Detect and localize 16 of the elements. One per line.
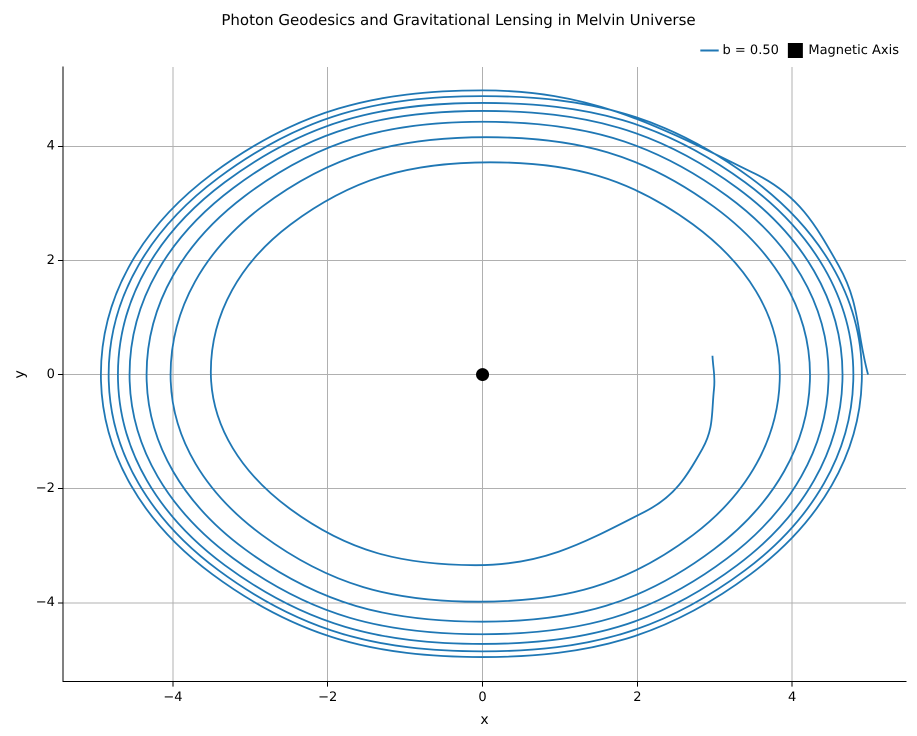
y-tick-label: −2 — [36, 481, 55, 496]
legend-label: b = 0.50 — [722, 42, 779, 58]
line-series — [100, 89, 869, 658]
x-tick-label: 4 — [788, 690, 796, 705]
y-tick-label: 4 — [46, 138, 55, 154]
x-axis-title: x — [480, 712, 489, 728]
y-tick-label: −4 — [36, 595, 55, 610]
x-tick-label: −2 — [318, 690, 338, 705]
x-tick-label: −4 — [163, 690, 182, 705]
chart-title: Photon Geodesics and Gravitational Lensing in Melvin Universe — [221, 10, 696, 29]
y-tick-label: 0 — [46, 366, 55, 382]
x-tick-label: 2 — [633, 690, 642, 705]
x-tick-label: 0 — [478, 690, 487, 705]
legend-label: Magnetic Axis — [808, 42, 900, 58]
y-tick-label: 2 — [46, 252, 55, 268]
y-axis-title: y — [12, 370, 28, 378]
